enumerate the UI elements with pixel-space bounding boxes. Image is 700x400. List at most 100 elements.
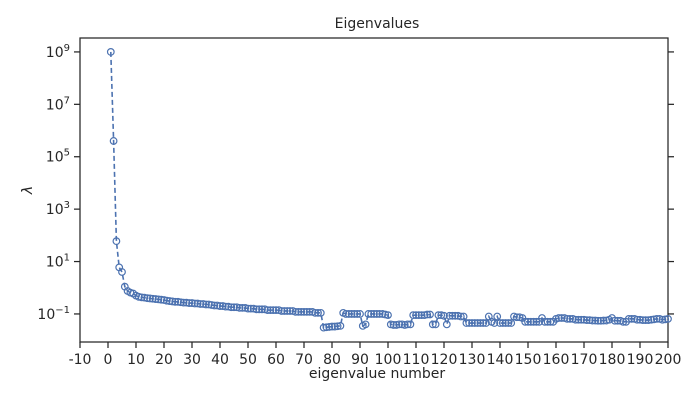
x-tick-label: 180 (599, 352, 626, 368)
data-point (398, 320, 406, 329)
data-point (389, 321, 398, 329)
x-tick-label: 200 (655, 352, 682, 368)
data-point (319, 323, 328, 332)
data-point (543, 317, 552, 326)
data-point (650, 315, 658, 324)
data-point (386, 320, 395, 329)
data-point (423, 310, 432, 319)
data-point (148, 294, 157, 303)
data-point (563, 314, 572, 323)
data-point (479, 319, 488, 327)
data-point (627, 314, 636, 323)
data-point (165, 297, 174, 305)
data-point (182, 298, 191, 307)
x-tick-label: 110 (403, 352, 430, 368)
data-point (218, 302, 227, 310)
plot-frame (79, 37, 669, 343)
data-point (330, 322, 339, 331)
data-point (409, 311, 418, 320)
data-point (641, 316, 650, 325)
data-point (255, 305, 264, 314)
data-line (110, 51, 669, 329)
data-point (406, 320, 415, 329)
data-point (532, 317, 541, 326)
data-point (384, 311, 392, 320)
data-point (325, 323, 334, 331)
y-tick-label: 103 (46, 200, 70, 218)
data-point (521, 317, 530, 326)
y-tick-label: 107 (46, 95, 70, 113)
data-point (647, 315, 656, 324)
data-point (451, 311, 460, 320)
data-point (577, 315, 586, 324)
x-tick-label: 50 (239, 352, 257, 368)
data-point (202, 300, 210, 309)
data-point (493, 312, 502, 321)
x-tick-label: 100 (375, 352, 402, 368)
data-point (613, 316, 622, 325)
data-point (661, 315, 670, 324)
data-point (246, 304, 255, 313)
data-point (501, 319, 510, 327)
y-axis-label: λ (20, 186, 36, 195)
data-point (529, 317, 538, 326)
x-tick-label: 90 (351, 352, 369, 368)
data-point (426, 310, 434, 319)
data-point (596, 316, 605, 325)
data-point (636, 315, 644, 324)
data-point (109, 137, 118, 145)
data-point (344, 310, 353, 318)
data-point (314, 308, 322, 317)
data-point (302, 307, 311, 316)
data-point (392, 321, 401, 329)
data-point (112, 237, 121, 246)
data-point (280, 307, 289, 315)
x-tick-label: 40 (211, 352, 229, 368)
data-point (540, 317, 549, 326)
data-point (269, 306, 278, 315)
x-tick-label: 140 (487, 352, 514, 368)
data-point (179, 298, 188, 307)
data-point (266, 306, 275, 315)
x-tick-label: 80 (323, 352, 341, 368)
data-point (347, 310, 356, 318)
data-point (216, 302, 224, 310)
data-point (196, 300, 205, 308)
data-point (356, 310, 364, 318)
data-point (277, 307, 286, 315)
data-point (283, 307, 292, 315)
y-tick-label: 10−1 (37, 305, 70, 323)
data-point (207, 301, 216, 309)
data-point (442, 320, 451, 329)
data-point (174, 297, 182, 306)
data-point (305, 307, 314, 316)
data-point (638, 316, 647, 325)
data-point (272, 306, 280, 315)
data-point (151, 295, 160, 303)
data-point (462, 319, 471, 327)
data-point (188, 299, 196, 307)
data-point (361, 320, 370, 329)
data-point (624, 314, 633, 323)
data-point (512, 313, 521, 322)
y-tick-label: 105 (46, 148, 70, 166)
data-point (286, 307, 294, 315)
data-point (367, 310, 376, 318)
data-point (134, 292, 143, 301)
data-point (328, 322, 336, 331)
data-point (591, 316, 600, 325)
data-point (294, 307, 303, 316)
x-axis-label: eigenvalue number (309, 366, 445, 382)
data-point (507, 319, 516, 327)
data-point (118, 268, 126, 276)
x-tick-label: 10 (127, 352, 145, 368)
data-point (414, 311, 423, 320)
data-point (238, 304, 247, 312)
data-point (258, 305, 266, 314)
data-point (154, 295, 163, 304)
data-point (456, 312, 465, 321)
data-point (311, 308, 320, 317)
x-tick-label: 160 (543, 352, 570, 368)
data-point (230, 303, 238, 312)
data-point (143, 294, 152, 303)
